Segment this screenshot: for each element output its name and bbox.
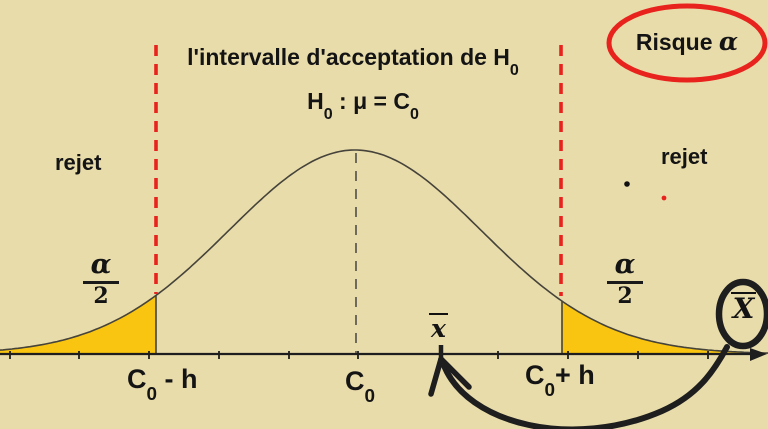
normal-curve bbox=[0, 149, 768, 354]
risque-alpha-symbol: α bbox=[718, 27, 739, 56]
denominator-two: 2 bbox=[617, 283, 633, 309]
hypothesis-equation: : μ = C bbox=[332, 88, 410, 114]
hypothesis-h-sub: 0 bbox=[323, 105, 333, 124]
c-rest: + h bbox=[555, 360, 595, 390]
reject-label-left: rejet bbox=[55, 150, 102, 175]
c-sub: 0 bbox=[364, 385, 376, 407]
risque-ellipse bbox=[606, 3, 768, 83]
xbar-pointer-arrowhead-icon bbox=[438, 356, 472, 390]
c-rest: - h bbox=[157, 364, 198, 394]
rejection-region-fill bbox=[562, 301, 766, 354]
stray-dot bbox=[624, 181, 630, 187]
c-base: C bbox=[127, 364, 147, 394]
xbar-pointer-arrowhead-icon bbox=[428, 356, 444, 397]
title-sub: 0 bbox=[509, 61, 519, 80]
rejection-region-fill bbox=[0, 295, 156, 354]
x-axis-arrowhead-icon bbox=[750, 348, 767, 361]
reject-label-right: rejet bbox=[661, 144, 708, 169]
risque-text: Risque bbox=[635, 29, 719, 55]
null-hypothesis-label: H0 : μ = C0 bbox=[263, 88, 463, 122]
label-c0-minus-h: C0 - h bbox=[127, 364, 198, 404]
acceptance-interval-title: l'intervalle d'acceptation de H0 bbox=[150, 44, 556, 78]
title-text: l'intervalle d'acceptation de H bbox=[187, 44, 510, 70]
sample-mean-xbar-label: x bbox=[429, 313, 448, 342]
Xbar-circle bbox=[715, 278, 768, 350]
c-base: C bbox=[345, 366, 365, 396]
xbar-symbol: x bbox=[429, 313, 448, 343]
denominator-two: 2 bbox=[93, 283, 109, 309]
alpha-over-two-left: α 2 bbox=[76, 251, 126, 309]
risque-alpha-label: Risque α bbox=[607, 27, 767, 56]
alpha-symbol: α bbox=[82, 251, 120, 284]
stray-dot bbox=[661, 195, 667, 201]
c-base: C bbox=[525, 360, 545, 390]
label-c0-plus-h: C0+ h bbox=[525, 360, 595, 400]
alpha-symbol: α bbox=[606, 251, 644, 284]
hypothesis-c-sub: 0 bbox=[409, 105, 419, 124]
xbar-pointer-arrow bbox=[440, 344, 730, 429]
c-sub: 0 bbox=[544, 379, 556, 401]
Xbar-symbol: X bbox=[730, 292, 757, 325]
label-c0: C0 bbox=[345, 366, 375, 406]
estimator-Xbar-label: X bbox=[721, 292, 766, 323]
c-sub: 0 bbox=[146, 383, 158, 405]
alpha-over-two-right: α 2 bbox=[600, 251, 650, 309]
hypothesis-h: H bbox=[307, 88, 324, 114]
